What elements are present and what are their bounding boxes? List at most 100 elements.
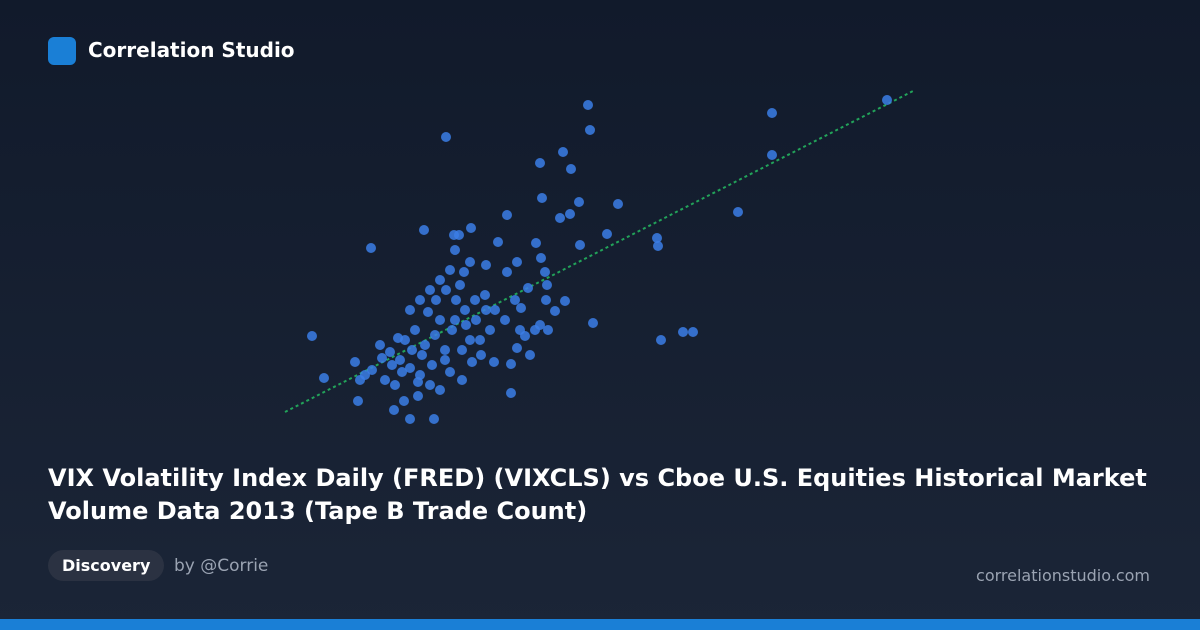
point [588,318,598,328]
point [585,125,595,135]
point [602,229,612,239]
point [767,150,777,160]
point [536,253,546,263]
point [461,320,471,330]
point [413,391,423,401]
point [512,343,522,353]
point [555,213,565,223]
bottom-bar [0,619,1200,630]
point [565,209,575,219]
point [445,265,455,275]
point [558,147,568,157]
point [425,380,435,390]
point [435,275,445,285]
point [574,197,584,207]
point [353,396,363,406]
point [375,340,385,350]
point [387,360,397,370]
point [415,295,425,305]
point [525,350,535,360]
point [367,365,377,375]
point [613,199,623,209]
point [440,355,450,365]
point [385,347,395,357]
point [540,267,550,277]
point [465,335,475,345]
point [481,260,491,270]
point [405,305,415,315]
point [688,327,698,337]
point [450,315,460,325]
point [500,315,510,325]
site: correlationstudio.com [976,566,1150,585]
point [455,280,465,290]
point [543,325,553,335]
point [653,241,663,251]
point [475,335,485,345]
point [405,363,415,373]
trend-line [284,89,916,413]
point [882,95,892,105]
point [471,315,481,325]
point [435,315,445,325]
point [515,325,525,335]
author[interactable]: by @Corrie [174,556,269,576]
point [516,303,526,313]
point [535,158,545,168]
brand: Correlation Studio [88,38,295,62]
point [450,245,460,255]
point [652,233,662,243]
tag[interactable]: Discovery [48,550,165,581]
point [377,353,387,363]
point [489,357,499,367]
point [733,207,743,217]
point [435,385,445,395]
chart [284,89,916,424]
point [410,325,420,335]
point [550,306,560,316]
point [425,285,435,295]
point [457,375,467,385]
point [399,396,409,406]
point [560,296,570,306]
point [440,345,450,355]
point [485,325,495,335]
point [307,331,317,341]
point [656,335,666,345]
point [429,414,439,424]
point [566,164,576,174]
point [465,257,475,267]
point [537,193,547,203]
point [355,375,365,385]
point [523,283,533,293]
point [583,100,593,110]
point [393,333,403,343]
point [506,359,516,369]
point [466,223,476,233]
point [405,414,415,424]
point [480,290,490,300]
point [430,330,440,340]
point [506,388,516,398]
title: VIX Volatility Index Daily (FRED) (VIXCL… [48,464,1147,525]
point [460,305,470,315]
point [542,280,552,290]
point [575,240,585,250]
point [423,307,433,317]
point [476,350,486,360]
point [397,367,407,377]
point [380,375,390,385]
point [366,243,376,253]
point [420,340,430,350]
point [767,108,777,118]
point [467,357,477,367]
point [389,405,399,415]
point [459,267,469,277]
logo [48,37,76,65]
point [541,295,551,305]
point [445,367,455,377]
point [531,238,541,248]
point [427,360,437,370]
point [530,325,540,335]
